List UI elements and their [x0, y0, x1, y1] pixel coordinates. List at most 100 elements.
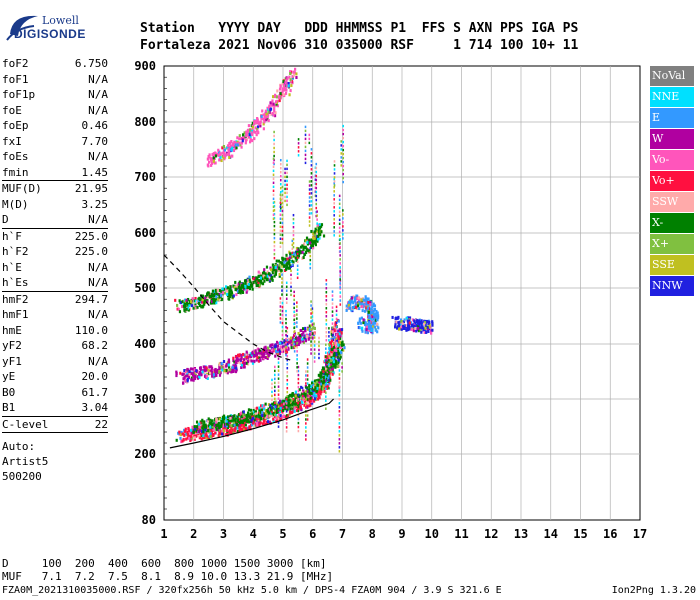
echo-point — [309, 332, 312, 336]
echo-point — [208, 371, 212, 375]
echo-point — [252, 354, 255, 358]
echo-point — [190, 304, 194, 308]
echo-point — [217, 148, 220, 152]
echo-point — [228, 150, 231, 154]
echo-point — [212, 300, 215, 304]
echo-point — [369, 311, 372, 315]
echo-point — [308, 239, 311, 243]
echo-point — [215, 296, 218, 300]
spread-point — [333, 222, 336, 225]
param-name: fmin — [2, 165, 29, 179]
x-tick-label: 10 — [425, 527, 439, 541]
echo-point — [279, 261, 282, 265]
echo-point — [183, 305, 186, 309]
echo-point — [298, 250, 301, 254]
echo-point — [362, 318, 365, 322]
echo-point — [302, 327, 305, 331]
spread-point — [297, 138, 300, 141]
echo-point — [241, 285, 244, 289]
echo-point — [312, 240, 316, 244]
echo-point — [209, 294, 213, 298]
echo-point — [236, 356, 239, 360]
spread-point — [297, 421, 300, 425]
spread-point — [305, 378, 307, 381]
echo-point — [336, 334, 340, 338]
echo-point — [292, 73, 296, 77]
spread-point — [301, 390, 304, 394]
echo-point — [241, 427, 244, 431]
spread-point — [279, 178, 282, 182]
spread-point — [285, 349, 287, 353]
echo-point — [219, 152, 222, 156]
spread-point — [306, 378, 309, 381]
echo-point — [357, 321, 360, 325]
echo-point — [237, 285, 241, 289]
spread-point — [335, 321, 338, 325]
echo-point — [315, 380, 318, 384]
echo-point — [256, 356, 259, 360]
spread-point — [272, 185, 275, 189]
echo-point — [308, 249, 311, 253]
echo-point — [301, 337, 304, 341]
echo-point — [277, 268, 280, 272]
echo-point — [426, 326, 429, 330]
param-value: 61.7 — [81, 385, 109, 399]
echo-point — [278, 274, 281, 278]
echo-point — [201, 370, 204, 374]
spread-point — [338, 385, 341, 388]
echo-point — [256, 347, 259, 351]
echo-point — [319, 387, 322, 391]
echo-point — [289, 336, 293, 340]
echo-point — [367, 326, 370, 330]
spread-point — [318, 336, 320, 340]
echo-point — [240, 423, 244, 427]
echo-point — [337, 358, 340, 362]
echo-point — [295, 259, 298, 263]
spread-point — [338, 226, 341, 230]
spread-point — [281, 189, 284, 193]
echo-point — [240, 365, 243, 369]
spread-point — [310, 324, 312, 327]
echo-point — [213, 294, 216, 298]
spread-point — [281, 229, 284, 233]
echo-point — [231, 146, 234, 150]
echo-point — [243, 422, 246, 426]
spread-point — [279, 313, 282, 316]
spread-point — [285, 309, 287, 313]
echo-point — [223, 422, 227, 426]
param-separator — [2, 180, 108, 181]
spread-point — [290, 289, 292, 293]
spread-point — [286, 382, 289, 386]
echo-point — [244, 287, 248, 291]
echo-point — [374, 318, 377, 322]
spread-point — [342, 132, 345, 136]
echo-point — [186, 306, 189, 310]
spread-point — [291, 243, 294, 247]
spread-point — [308, 208, 311, 211]
echo-point — [338, 328, 341, 332]
echo-point — [303, 253, 306, 257]
spread-point — [305, 418, 307, 421]
spread-point — [297, 150, 300, 153]
echo-point — [411, 325, 414, 329]
echo-point — [376, 311, 379, 315]
echo-point — [190, 430, 194, 434]
echo-point — [214, 372, 217, 376]
echo-point — [298, 337, 301, 341]
spread-point — [273, 393, 276, 397]
echo-point — [267, 414, 270, 418]
spread-point — [342, 128, 345, 132]
spread-point — [325, 295, 328, 298]
echo-point — [298, 401, 301, 405]
echo-point — [411, 324, 414, 328]
echo-point — [203, 420, 206, 424]
echo-point — [244, 279, 248, 283]
echo-point — [235, 361, 238, 365]
echo-point — [297, 408, 300, 412]
y-tick-label: 600 — [134, 226, 156, 240]
echo-point — [288, 393, 292, 397]
spread-point — [281, 221, 284, 225]
logo-swoosh-icon — [6, 15, 38, 41]
spread-point — [296, 260, 299, 264]
echo-point — [401, 322, 404, 326]
